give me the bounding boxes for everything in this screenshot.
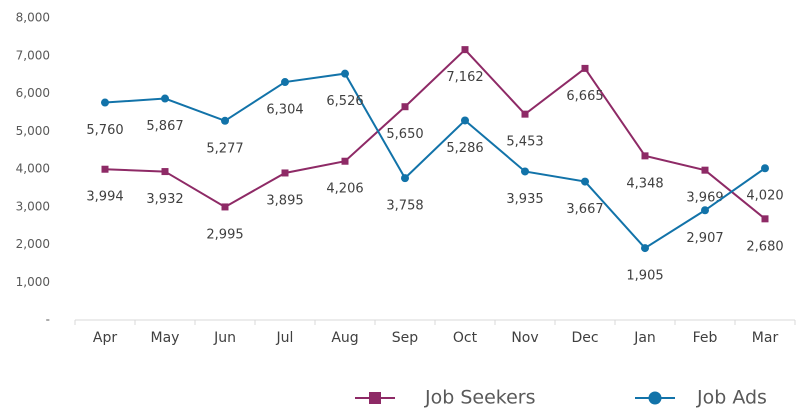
marker: [401, 103, 409, 111]
data-label: 3,994: [86, 190, 123, 205]
x-tick-label: Nov: [511, 330, 538, 346]
marker: [581, 177, 589, 186]
data-label: 5,277: [206, 141, 243, 156]
data-label: 3,758: [386, 199, 423, 214]
marker: [221, 203, 229, 211]
data-label: 6,665: [566, 89, 603, 104]
marker: [761, 215, 769, 223]
data-label: 2,680: [746, 239, 783, 254]
marker: [641, 152, 649, 160]
marker: [521, 110, 529, 118]
series-line: [104, 72, 766, 250]
data-label: 4,206: [326, 182, 363, 197]
data-label: 5,650: [386, 127, 423, 142]
marker: [161, 168, 169, 176]
y-tick-label: 2,000: [16, 237, 50, 251]
x-tick-label: Aug: [331, 330, 358, 346]
marker: [341, 157, 349, 165]
data-label: 5,760: [86, 123, 123, 138]
x-tick-label: Jun: [213, 330, 236, 346]
data-label: 5,453: [506, 135, 543, 150]
x-tick-label: Sep: [392, 330, 419, 346]
x-tick-label: Mar: [752, 330, 779, 346]
legend-label: Job Seekers: [424, 387, 536, 409]
legend-label: Job Ads: [696, 387, 767, 409]
marker: [101, 165, 109, 173]
marker: [401, 174, 409, 183]
marker: [701, 166, 709, 174]
data-label: 5,286: [446, 141, 483, 156]
marker: [581, 64, 589, 72]
y-tick-label: 6,000: [16, 86, 50, 100]
data-label: 6,526: [326, 94, 363, 109]
marker: [281, 78, 289, 87]
x-tick-label: May: [151, 330, 180, 346]
legend-marker: [369, 392, 381, 404]
marker: [701, 206, 709, 215]
marker: [641, 244, 649, 253]
legend-marker: [648, 391, 662, 405]
marker: [101, 98, 109, 107]
x-tick-label: Jul: [276, 330, 294, 346]
data-label: 6,304: [266, 103, 303, 118]
x-tick-label: Apr: [93, 330, 117, 346]
x-tick-label: Dec: [571, 330, 598, 346]
data-label: 3,969: [686, 191, 723, 206]
y-tick-label: 7,000: [16, 48, 50, 62]
y-tick-label: 3,000: [16, 199, 50, 213]
y-tick-label: -: [46, 313, 50, 327]
marker: [161, 94, 169, 103]
data-label: 5,867: [146, 119, 183, 134]
marker: [761, 164, 769, 173]
y-tick-label: 8,000: [16, 11, 50, 25]
data-label: 1,905: [626, 269, 663, 284]
data-label: 3,667: [566, 202, 603, 217]
y-tick-label: 5,000: [16, 124, 50, 138]
data-label: 3,932: [146, 192, 183, 207]
data-label: 2,907: [686, 231, 723, 246]
marker: [281, 169, 289, 177]
data-label: 7,162: [446, 70, 483, 85]
data-label: 3,935: [506, 192, 543, 207]
x-tick-label: Oct: [453, 330, 478, 346]
x-tick-label: Jan: [633, 330, 656, 346]
marker: [521, 167, 529, 176]
series-line: [104, 48, 766, 220]
data-label: 4,348: [626, 176, 663, 191]
data-label: 3,895: [266, 193, 303, 208]
y-tick-label: 4,000: [16, 162, 50, 176]
marker: [461, 116, 469, 125]
x-tick-label: Feb: [693, 330, 718, 346]
data-label: 4,020: [746, 189, 783, 204]
marker: [341, 69, 349, 78]
marker: [221, 116, 229, 125]
data-label: 2,995: [206, 227, 243, 242]
marker: [461, 46, 469, 54]
y-tick-label: 1,000: [16, 275, 50, 289]
